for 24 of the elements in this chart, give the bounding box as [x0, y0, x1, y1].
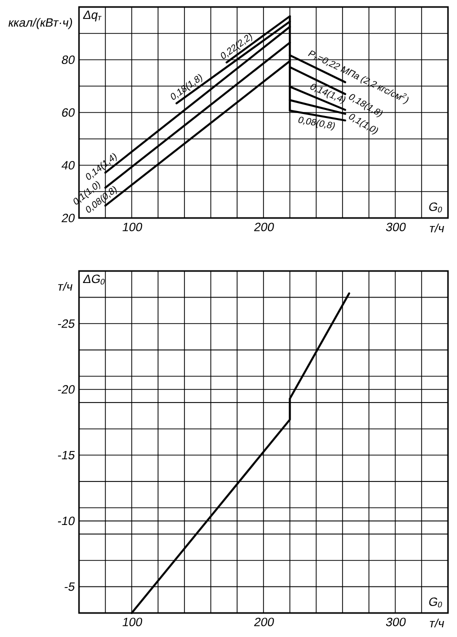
y-tick-label: 40	[62, 161, 75, 170]
y-tick-label: -5	[64, 582, 75, 591]
y-axis-title: Δq$_{т}$	[82, 10, 102, 22]
y-tick-label: 20	[62, 214, 75, 222]
x-tick-label: 300	[386, 222, 406, 232]
text: т/ч	[58, 282, 72, 291]
x-tick-label: 100	[122, 618, 142, 626]
text: т/ч	[430, 224, 444, 232]
y-tick-label: -25	[58, 319, 75, 328]
x-tick-label: 200	[254, 222, 274, 232]
x-axis-title: G$_{0}$	[429, 202, 442, 212]
y-axis-title: ΔG$_{0}$	[82, 274, 105, 285]
text: 0,08(0,8)	[298, 116, 335, 131]
x-tick-label: 200	[254, 618, 274, 626]
y-tick-label: 60	[62, 108, 75, 117]
y-tick-label: -10	[58, 516, 75, 526]
x-tick-label: 300	[386, 618, 406, 626]
y-tick-label: 80	[62, 56, 75, 64]
x-axis-title: G$_{0}$	[429, 597, 442, 608]
text: ккал/(кВт·ч)	[8, 18, 72, 30]
y-tick-label: -15	[58, 450, 75, 460]
x-tick-label: 100	[122, 222, 142, 232]
y-tick-label: -20	[58, 385, 75, 394]
text: т/ч	[430, 618, 444, 628]
